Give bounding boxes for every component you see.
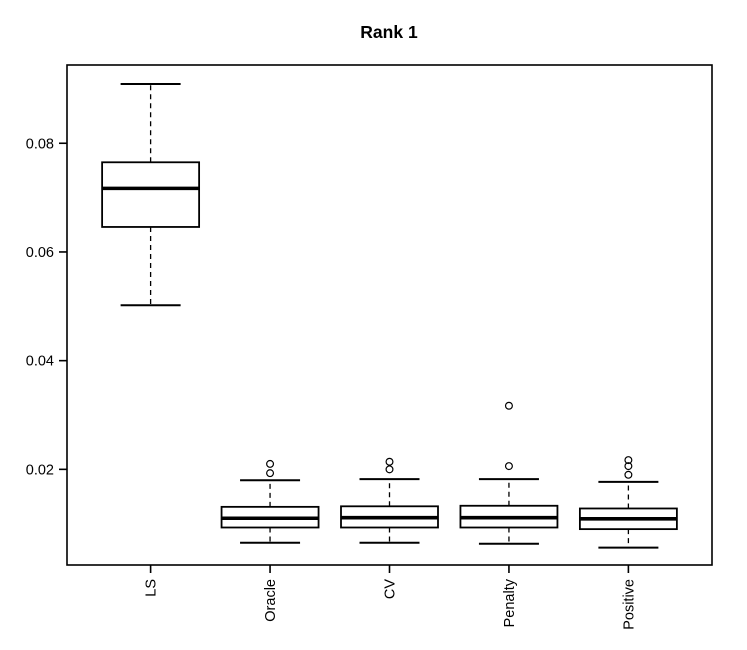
y-tick-label: 0.06 <box>26 245 54 261</box>
outlier-point <box>624 462 633 471</box>
plot-area: 0.02 0.04 0.06 0.08 LS Oracle CV Penalty Positiv… <box>26 64 713 630</box>
x-category-label: Penalty <box>502 578 518 627</box>
box-ls <box>101 161 201 228</box>
outlier-point <box>385 457 394 466</box>
plot-border <box>66 64 713 566</box>
outlier-point <box>266 469 275 478</box>
y-tick-label: 0.04 <box>26 354 54 370</box>
x-category-label: CV <box>383 579 399 599</box>
outlier-point <box>385 465 394 474</box>
x-category-label: LS <box>144 579 160 597</box>
x-category-label: Positive <box>621 579 637 630</box>
outlier-point <box>504 462 513 471</box>
y-tick-label: 0.08 <box>26 136 54 152</box>
outlier-point <box>624 456 633 465</box>
outlier-point <box>504 401 513 410</box>
outlier-point <box>624 470 633 479</box>
y-tick-label: 0.02 <box>26 462 54 478</box>
chart-title: Rank 1 <box>360 22 418 42</box>
x-category-label: Oracle <box>263 579 279 622</box>
outlier-point <box>266 459 275 468</box>
